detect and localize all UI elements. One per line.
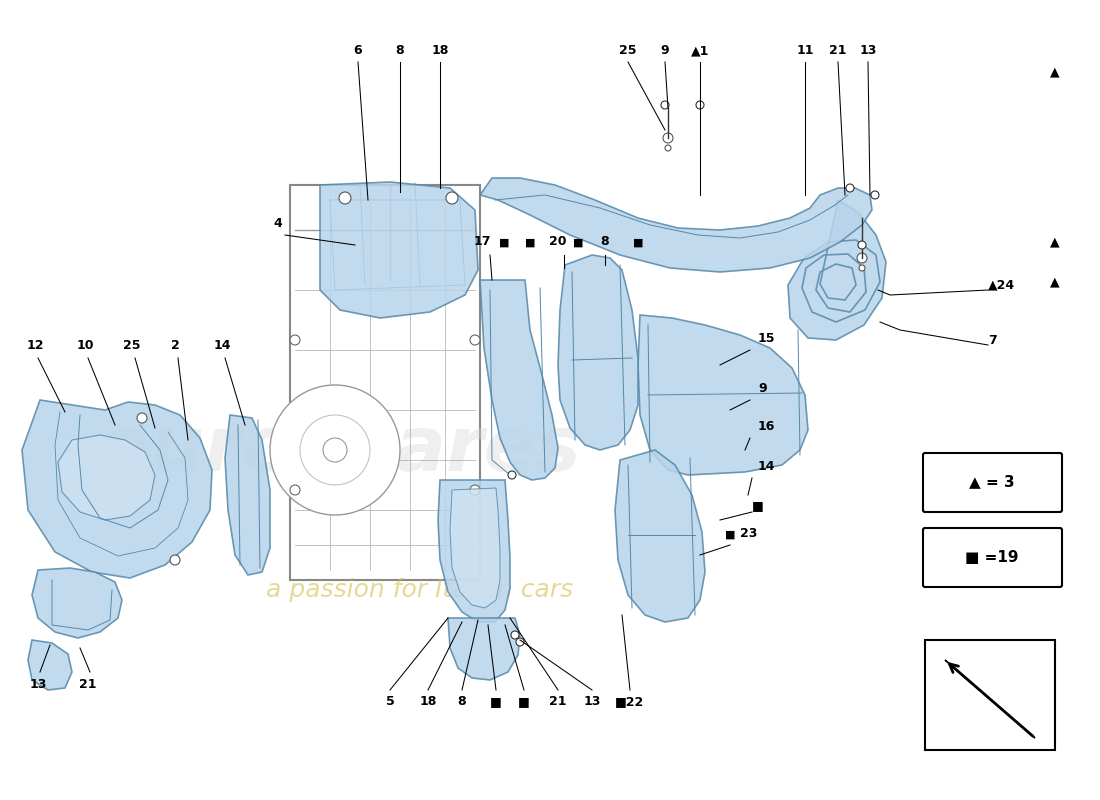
Polygon shape xyxy=(945,660,1035,738)
Text: ▲: ▲ xyxy=(1050,275,1059,289)
Circle shape xyxy=(857,253,867,263)
Text: 21: 21 xyxy=(549,695,566,708)
Circle shape xyxy=(666,145,671,151)
Circle shape xyxy=(323,438,346,462)
Text: ■: ■ xyxy=(518,695,530,708)
Polygon shape xyxy=(558,255,638,450)
Text: ▲: ▲ xyxy=(1050,66,1059,78)
Circle shape xyxy=(871,191,879,199)
Text: 21: 21 xyxy=(829,44,847,57)
Text: 17: 17 xyxy=(473,235,491,248)
Text: 15: 15 xyxy=(758,332,776,345)
Text: 18: 18 xyxy=(419,695,437,708)
Circle shape xyxy=(300,415,370,485)
Polygon shape xyxy=(226,415,270,575)
Polygon shape xyxy=(788,200,886,340)
Polygon shape xyxy=(290,185,480,580)
Text: 25: 25 xyxy=(123,339,141,352)
Text: ■ =19: ■ =19 xyxy=(966,550,1019,565)
Text: ■: ■ xyxy=(498,238,509,248)
Circle shape xyxy=(859,265,865,271)
Polygon shape xyxy=(438,480,510,622)
Circle shape xyxy=(846,184,854,192)
Text: 4: 4 xyxy=(274,217,283,230)
Circle shape xyxy=(508,471,516,479)
Text: a passion for Italian cars: a passion for Italian cars xyxy=(266,578,573,602)
Text: ▲1: ▲1 xyxy=(691,44,710,57)
Polygon shape xyxy=(22,400,212,578)
Polygon shape xyxy=(28,640,72,690)
Polygon shape xyxy=(615,450,705,622)
Text: ■: ■ xyxy=(632,238,644,248)
Text: 12: 12 xyxy=(26,339,44,352)
Text: 21: 21 xyxy=(79,678,97,691)
Circle shape xyxy=(470,335,480,345)
Text: ■22: ■22 xyxy=(615,695,645,708)
Circle shape xyxy=(290,335,300,345)
Text: 9: 9 xyxy=(758,382,767,395)
Circle shape xyxy=(290,485,300,495)
Circle shape xyxy=(470,485,480,495)
Text: ■: ■ xyxy=(491,695,502,708)
Text: 8: 8 xyxy=(396,44,405,57)
Circle shape xyxy=(339,192,351,204)
Circle shape xyxy=(512,631,519,639)
Polygon shape xyxy=(450,488,500,608)
Text: 6: 6 xyxy=(354,44,362,57)
Text: eurospares: eurospares xyxy=(99,413,582,487)
Text: 23: 23 xyxy=(740,527,758,540)
Circle shape xyxy=(661,101,669,109)
Text: 20: 20 xyxy=(549,235,566,248)
Circle shape xyxy=(858,241,866,249)
FancyBboxPatch shape xyxy=(923,453,1062,512)
Text: 25: 25 xyxy=(619,44,637,57)
Polygon shape xyxy=(320,182,478,318)
Circle shape xyxy=(696,101,704,109)
Text: 13: 13 xyxy=(583,695,601,708)
Text: 13: 13 xyxy=(30,678,46,691)
Polygon shape xyxy=(480,280,558,480)
Polygon shape xyxy=(448,618,520,680)
Polygon shape xyxy=(480,178,872,272)
Text: 11: 11 xyxy=(796,44,814,57)
Text: ▲: ▲ xyxy=(1050,235,1059,249)
Text: 16: 16 xyxy=(758,420,776,433)
Polygon shape xyxy=(32,568,122,638)
Text: ▲ = 3: ▲ = 3 xyxy=(969,474,1015,490)
Text: 5: 5 xyxy=(386,695,395,708)
FancyBboxPatch shape xyxy=(923,528,1062,587)
Text: ■: ■ xyxy=(752,499,763,512)
Circle shape xyxy=(663,133,673,143)
Text: ■: ■ xyxy=(725,530,735,540)
Text: 8: 8 xyxy=(601,235,609,248)
Polygon shape xyxy=(638,315,808,475)
Text: 18: 18 xyxy=(431,44,449,57)
Text: 14: 14 xyxy=(758,460,776,473)
FancyBboxPatch shape xyxy=(925,640,1055,750)
Circle shape xyxy=(270,385,400,515)
Text: 9: 9 xyxy=(661,44,669,57)
Text: 2: 2 xyxy=(170,339,179,352)
Circle shape xyxy=(138,413,147,423)
Text: ▲24: ▲24 xyxy=(988,278,1015,291)
Text: 10: 10 xyxy=(76,339,94,352)
Text: ■: ■ xyxy=(525,238,536,248)
Text: 7: 7 xyxy=(988,334,997,346)
Text: 13: 13 xyxy=(859,44,877,57)
Circle shape xyxy=(516,638,524,646)
Circle shape xyxy=(446,192,458,204)
Text: ■: ■ xyxy=(573,238,583,248)
Polygon shape xyxy=(58,435,155,520)
Text: 14: 14 xyxy=(213,339,231,352)
Text: 8: 8 xyxy=(458,695,466,708)
Circle shape xyxy=(170,555,180,565)
